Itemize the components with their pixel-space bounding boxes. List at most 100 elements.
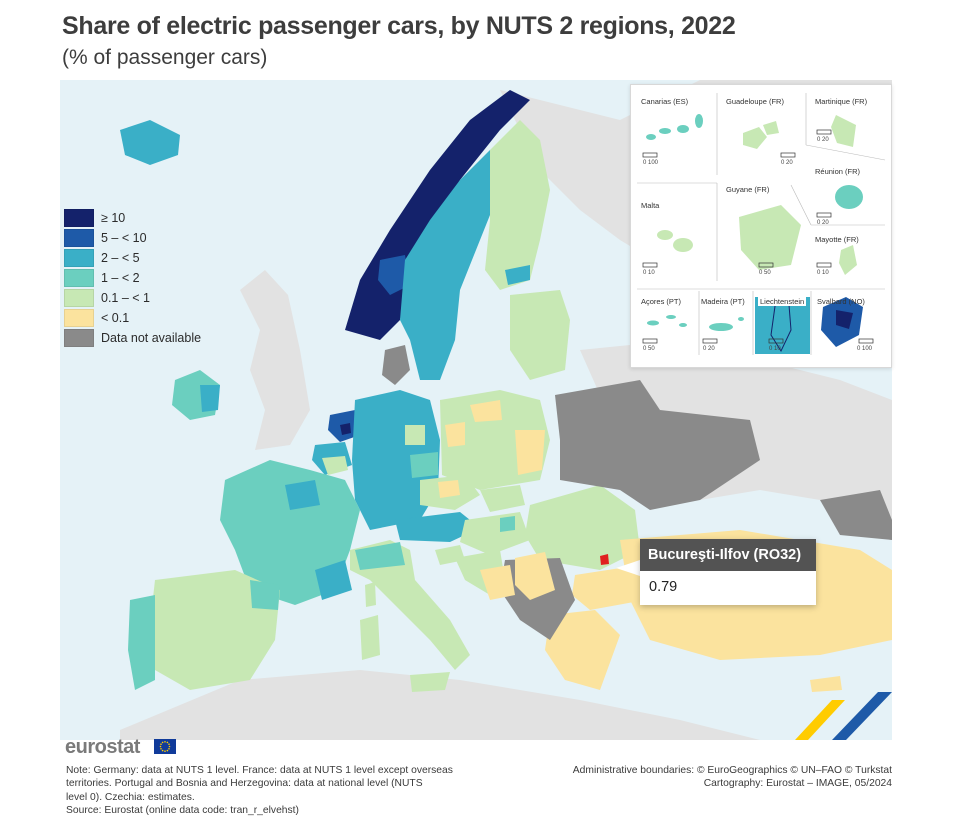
legend-swatch: [64, 329, 94, 347]
inset-label-madeira: Madeira (PT): [701, 297, 745, 306]
poland-east: [515, 430, 545, 475]
legend-swatch: [64, 209, 94, 227]
corner-ribbon-yellow: [795, 700, 845, 740]
map-notes: Note: Germany: data at NUTS 1 level. Fra…: [66, 764, 466, 818]
corner-ribbon-blue: [832, 692, 892, 740]
eu-stars: [159, 741, 171, 752]
legend-label: ≥ 10: [101, 211, 126, 225]
legend-item-01-1: 0.1 – < 1: [64, 288, 201, 308]
legend-label: 0.1 – < 1: [101, 291, 150, 305]
inset-label-acores: Açores (PT): [641, 297, 682, 306]
inset-scale: 0 10: [817, 270, 829, 276]
legend-item-ge10: ≥ 10: [64, 208, 201, 228]
inset-label-mayotte: Mayotte (FR): [815, 235, 859, 244]
acores-island: [679, 323, 687, 327]
denmark-region: [382, 345, 410, 385]
czechia-central: [438, 480, 460, 498]
credit-line: Cartography: Eurostat – IMAGE, 05/2024: [703, 778, 892, 790]
bucuresti-ilfov-region[interactable]: [600, 554, 609, 565]
hungary-region: [460, 512, 530, 555]
ukraine-nodata: [560, 410, 760, 510]
inset-scale: 0 50: [759, 270, 771, 276]
svalbard-shape: [836, 310, 853, 329]
inset-scale: 0 20: [817, 137, 829, 143]
inset-label-svalbard: Svalbard (NO): [817, 297, 865, 306]
spain-region: [150, 570, 280, 690]
mayotte-shape: [839, 245, 857, 275]
acores-island: [647, 320, 659, 326]
russia-east: [820, 490, 892, 540]
eu-flag-icon: [154, 739, 176, 754]
germany-saxony: [410, 452, 438, 478]
eurostat-logo[interactable]: eurostat: [65, 736, 140, 758]
finland-region: [485, 120, 550, 290]
canarias-island: [695, 114, 703, 128]
finland-helsinki: [505, 265, 530, 285]
legend-label: 5 – < 10: [101, 231, 147, 245]
inset-label-liechtenstein: Liechtenstein: [758, 297, 807, 306]
france-idf: [285, 480, 320, 510]
legend-label: 1 – < 2: [101, 271, 140, 285]
reunion-shape: [835, 185, 863, 209]
inset-label-guadeloupe: Guadeloupe (FR): [726, 97, 784, 106]
germany-berlin: [405, 425, 425, 445]
europe-map[interactable]: [60, 80, 892, 740]
acores-island: [666, 315, 676, 319]
inset-scale: 0 20: [817, 220, 829, 226]
legend-label: Data not available: [101, 331, 202, 345]
netherlands-utrecht: [340, 423, 351, 435]
madeira-island: [738, 317, 744, 321]
inset-label-guyane: Guyane (FR): [726, 185, 770, 194]
inset-scale: 0 100: [643, 160, 659, 166]
credit-line: Administrative boundaries: © EuroGeograp…: [572, 765, 892, 776]
malta-shape: [657, 230, 673, 240]
hungary-budapest: [500, 516, 515, 532]
canarias-island: [659, 128, 671, 134]
legend-swatch: [64, 249, 94, 267]
legend-item-no-data: Data not available: [64, 328, 201, 348]
legend-item-5-10: 5 – < 10: [64, 228, 201, 248]
malta-shape: [673, 238, 693, 252]
inset-label-malta: Malta: [641, 201, 660, 210]
inset-scale: 0 20: [703, 346, 715, 352]
note-line: territories. Portugal and Bosnia and Her…: [66, 778, 423, 790]
north-africa-land: [120, 670, 760, 740]
baltics-region: [510, 290, 570, 380]
sardinia: [360, 615, 380, 660]
inset-maps-panel: Canarias (ES) 0 100 Guadeloupe (FR) 0 20…: [630, 84, 892, 368]
legend-label: 2 – < 5: [101, 251, 140, 265]
madeira-island: [709, 323, 733, 331]
norway-oslo: [378, 255, 410, 295]
spain-catalonia: [250, 580, 280, 610]
tooltip-value: 0.79: [649, 579, 678, 595]
portugal-region: [128, 595, 155, 690]
guyane-shape: [739, 205, 801, 270]
legend-label: < 0.1: [101, 311, 130, 325]
italy-region: [350, 540, 470, 670]
legend-item-2-5: 2 – < 5: [64, 248, 201, 268]
poland-north: [470, 400, 502, 422]
inset-label-martinique: Martinique (FR): [815, 97, 868, 106]
map-title: Share of electric passenger cars, by NUT…: [62, 12, 736, 40]
legend-item-1-2: 1 – < 2: [64, 268, 201, 288]
iceland: [120, 120, 180, 165]
inset-label-canarias: Canarias (ES): [641, 97, 689, 106]
romania-region: [525, 485, 640, 570]
map-legend: ≥ 10 5 – < 10 2 – < 5 1 – < 2 0.1 – < 1 …: [64, 208, 201, 348]
inset-scale: 0 10: [643, 270, 655, 276]
note-line: Note: Germany: data at NUTS 1 level. Fra…: [66, 765, 453, 776]
inset-scale: 0 50: [643, 346, 655, 352]
united-kingdom: [240, 270, 310, 450]
inset-scale: 0 100: [857, 346, 873, 352]
canarias-island: [677, 125, 689, 133]
serbia-region: [515, 552, 555, 600]
slovakia-region: [480, 485, 525, 512]
italy-north: [355, 542, 405, 570]
inset-scale: 0 20: [781, 160, 793, 166]
poland-west: [445, 422, 465, 447]
legend-item-lt01: < 0.1: [64, 308, 201, 328]
legend-swatch: [64, 269, 94, 287]
legend-swatch: [64, 289, 94, 307]
map-credits: Administrative boundaries: © EuroGeograp…: [573, 764, 892, 791]
note-line: level 0). Czechia: estimates.: [66, 791, 195, 803]
